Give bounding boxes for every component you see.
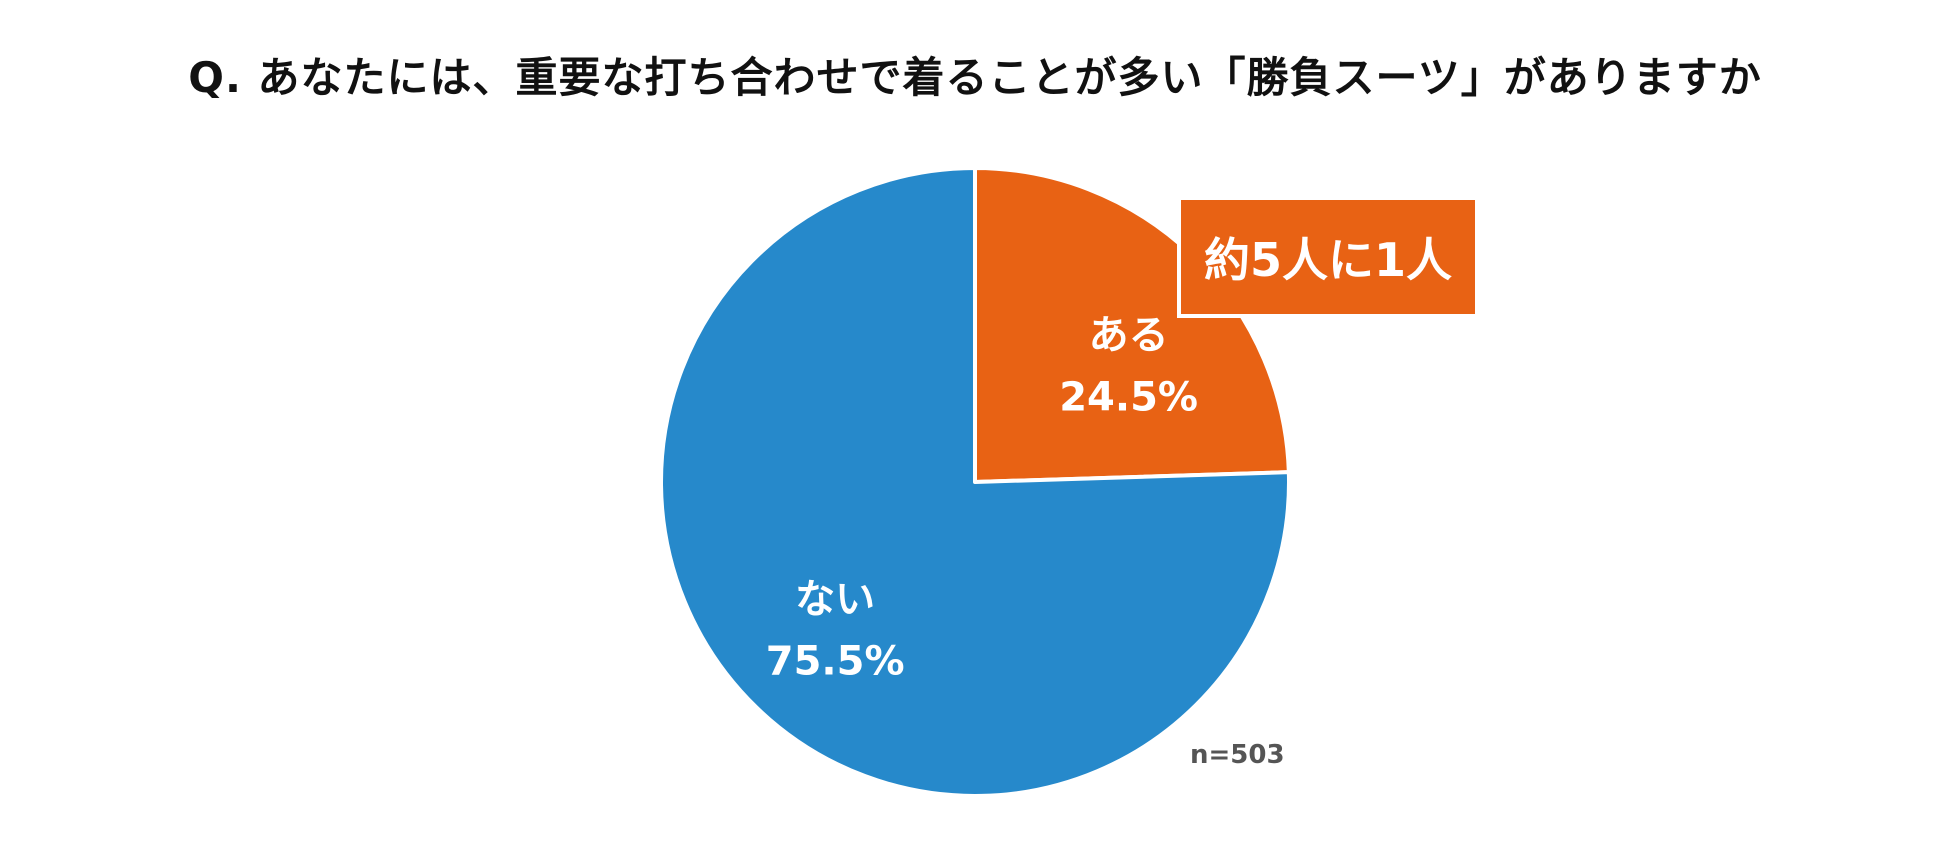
slice-value-nai: 75.5%: [766, 638, 905, 684]
slice-value-aru: 24.5%: [1059, 374, 1198, 420]
chart-title: Q. あなたには、重要な打ち合わせで着ることが多い「勝負スーツ」がありますか: [188, 53, 1762, 102]
slice-label-nai: ない: [795, 576, 875, 622]
callout-annotation: 約5人に1人: [1177, 200, 1475, 318]
pie-labels: ある 24.5% ない 75.5%: [766, 312, 1198, 684]
slice-label-aru: ある: [1089, 312, 1169, 358]
pie-slices: [659, 166, 1291, 798]
callout-text: 約5人に1人: [1203, 233, 1452, 287]
sample-size-label: n=503: [1190, 740, 1285, 770]
pie-slice-nai: [659, 166, 1291, 798]
